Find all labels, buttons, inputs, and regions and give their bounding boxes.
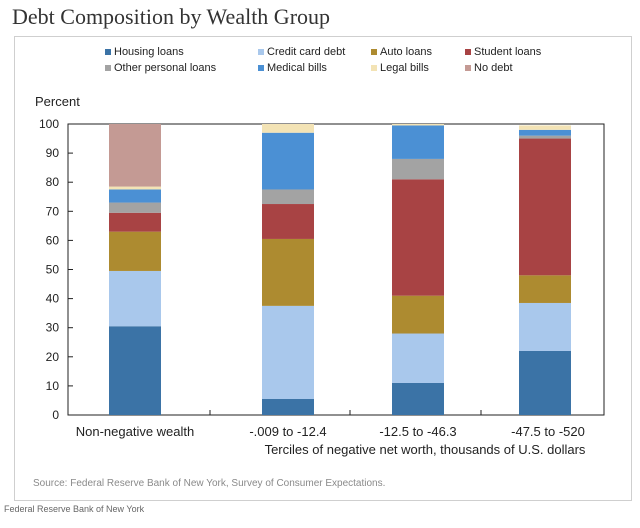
bar-segment-cat4-legal-bills bbox=[519, 125, 571, 130]
legend-label-3: Auto loans bbox=[380, 46, 432, 58]
legend-label-4: Student loans bbox=[474, 46, 542, 58]
chart-card: Housing loans Credit card debt Auto loans S… bbox=[14, 36, 632, 501]
category-label-4: -47.5 to -520 bbox=[511, 424, 585, 439]
bar-segment-cat1-no-debt bbox=[109, 124, 161, 187]
legend-label-7: Legal bills bbox=[380, 62, 429, 74]
y-tick-label-90: 90 bbox=[46, 146, 60, 160]
y-tick-label-80: 80 bbox=[46, 175, 60, 189]
legend-label-5: Other personal loans bbox=[114, 62, 217, 74]
bar-segment-cat1-housing-loans bbox=[109, 326, 161, 415]
legend-label-6: Medical bills bbox=[267, 62, 327, 74]
legend-swatch-6 bbox=[258, 65, 264, 71]
y-tick-label-70: 70 bbox=[46, 204, 60, 218]
y-tick-label-30: 30 bbox=[46, 321, 60, 335]
bar-segment-cat1-medical-bills bbox=[109, 189, 161, 203]
bar-segment-cat4-auto-loans bbox=[519, 275, 571, 303]
bar-segment-cat3-auto-loans bbox=[392, 295, 444, 334]
bar-segment-cat1-other-personal-loans bbox=[109, 202, 161, 213]
bar-segment-cat2-housing-loans bbox=[262, 398, 314, 415]
source-note: Source: Federal Reserve Bank of New York… bbox=[33, 478, 385, 489]
debt-composition-chart: Housing loans Credit card debt Auto loans S… bbox=[33, 46, 605, 489]
legend-swatch-8 bbox=[465, 65, 471, 71]
y-axis-label: Percent bbox=[35, 94, 80, 109]
y-tick-label-10: 10 bbox=[46, 379, 60, 393]
bar-segment-cat4-other-personal-loans bbox=[519, 135, 571, 139]
legend-label-1: Housing loans bbox=[114, 46, 184, 58]
y-tick-label-50: 50 bbox=[46, 263, 60, 277]
legend-swatch-1 bbox=[105, 49, 111, 55]
bar-segment-cat2-auto-loans bbox=[262, 238, 314, 306]
legend-swatch-2 bbox=[258, 49, 264, 55]
category-label-1: Non-negative wealth bbox=[76, 424, 195, 439]
bar-segment-cat3-credit-card-debt bbox=[392, 333, 444, 383]
page-title: Debt Composition by Wealth Group bbox=[12, 4, 331, 29]
bar-segment-cat4-medical-bills bbox=[519, 129, 571, 136]
bar-segment-cat1-auto-loans bbox=[109, 231, 161, 271]
bar-segment-cat1-credit-card-debt bbox=[109, 270, 161, 327]
bar-segment-cat3-medical-bills bbox=[392, 125, 444, 159]
footer-credit: Federal Reserve Bank of New York bbox=[4, 504, 145, 514]
category-label-2: -.009 to -12.4 bbox=[249, 424, 326, 439]
bar-segment-cat2-medical-bills bbox=[262, 132, 314, 190]
bar-segment-cat4-housing-loans bbox=[519, 350, 571, 415]
bar-segment-cat4-student-loans bbox=[519, 138, 571, 276]
bar-segment-cat3-legal-bills bbox=[392, 124, 444, 126]
bar-segment-cat3-other-personal-loans bbox=[392, 158, 444, 180]
y-tick-label-20: 20 bbox=[46, 350, 60, 364]
bar-segment-cat2-other-personal-loans bbox=[262, 189, 314, 205]
y-tick-label-60: 60 bbox=[46, 233, 60, 247]
y-tick-label-40: 40 bbox=[46, 292, 60, 306]
legend-swatch-5 bbox=[105, 65, 111, 71]
bar-segment-cat2-legal-bills bbox=[262, 124, 314, 133]
legend-swatch-7 bbox=[371, 65, 377, 71]
legend-swatch-4 bbox=[465, 49, 471, 55]
bar-segment-cat3-student-loans bbox=[392, 179, 444, 296]
bar-segment-cat2-student-loans bbox=[262, 204, 314, 239]
bar-segment-cat2-credit-card-debt bbox=[262, 305, 314, 399]
legend-label-8: No debt bbox=[474, 62, 513, 74]
x-axis-label: Terciles of negative net worth, thousand… bbox=[265, 442, 586, 457]
bar-segment-cat4-credit-card-debt bbox=[519, 302, 571, 351]
bar-segment-cat3-housing-loans bbox=[392, 382, 444, 415]
y-tick-label-0: 0 bbox=[52, 408, 59, 422]
legend-swatch-3 bbox=[371, 49, 377, 55]
bar-segment-cat1-legal-bills bbox=[109, 186, 161, 190]
bar-segment-cat1-student-loans bbox=[109, 212, 161, 232]
y-tick-label-100: 100 bbox=[39, 117, 59, 131]
legend-label-2: Credit card debt bbox=[267, 46, 345, 58]
category-label-3: -12.5 to -46.3 bbox=[379, 424, 456, 439]
